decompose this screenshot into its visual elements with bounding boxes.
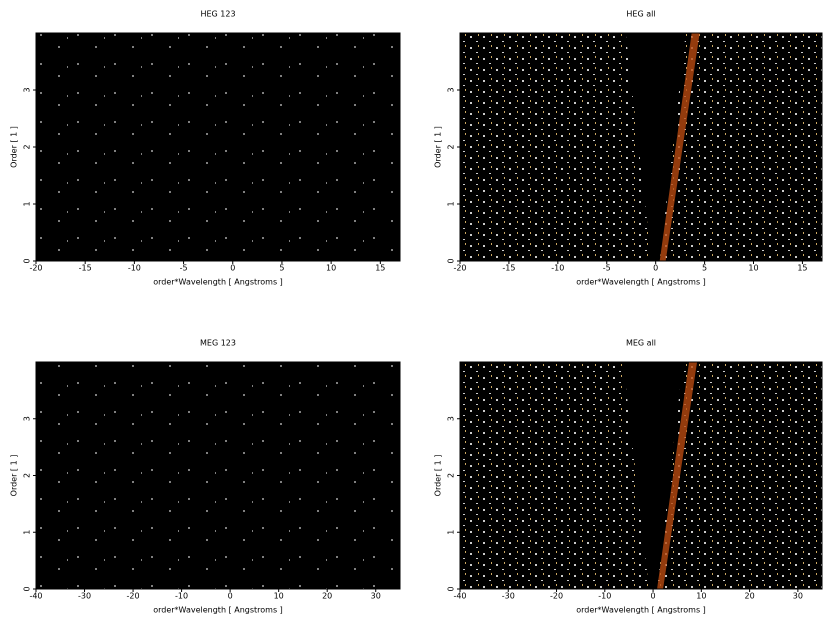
x-axis-label: order*Wavelength [ Angstroms ] xyxy=(576,606,706,615)
x-tick-label: -20 xyxy=(453,264,466,273)
x-axis-label: order*Wavelength [ Angstroms ] xyxy=(153,606,283,615)
x-tick-label: -30 xyxy=(502,592,515,601)
y-tick-label: 0 xyxy=(23,258,32,263)
image-texture xyxy=(36,33,400,261)
x-tick-label: -5 xyxy=(603,264,611,273)
chart-title: HEG 123 xyxy=(200,10,235,19)
y-tick-label: 0 xyxy=(23,586,32,591)
x-tick-label: 30 xyxy=(371,592,381,601)
x-tick-label: -20 xyxy=(550,592,563,601)
y-tick-label: 2 xyxy=(23,473,32,478)
x-tick-label: -5 xyxy=(180,264,188,273)
x-tick-label: 20 xyxy=(322,592,332,601)
y-tick-label: 1 xyxy=(23,530,32,535)
x-tick-label: -10 xyxy=(551,264,564,273)
x-tick-label: 5 xyxy=(702,264,707,273)
x-tick-label: -10 xyxy=(128,264,141,273)
y-tick-label: 3 xyxy=(447,416,456,421)
y-tick-label: 3 xyxy=(23,87,32,92)
x-tick-label: 30 xyxy=(793,592,803,601)
x-tick-label: -40 xyxy=(29,592,42,601)
x-tick-label: 5 xyxy=(279,264,284,273)
x-axis-label: order*Wavelength [ Angstroms ] xyxy=(153,278,283,287)
y-tick-label: 2 xyxy=(447,473,456,478)
y-axis-label: Order [ 1 ] xyxy=(434,455,443,497)
x-tick-label: -15 xyxy=(79,264,92,273)
chart-title: MEG all xyxy=(626,339,656,348)
x-tick-label: 0 xyxy=(228,592,233,601)
image-texture xyxy=(36,362,400,589)
empty-wedge xyxy=(625,33,686,261)
y-tick-label: 1 xyxy=(447,201,456,206)
y-axis-label: Order [ 1 ] xyxy=(10,126,19,168)
empty-wedge xyxy=(623,362,684,589)
x-tick-label: -30 xyxy=(78,592,91,601)
y-tick-label: 1 xyxy=(23,201,32,206)
y-tick-label: 0 xyxy=(447,258,456,263)
x-tick-label: -10 xyxy=(175,592,188,601)
y-tick-label: 2 xyxy=(447,144,456,149)
x-tick-label: 0 xyxy=(653,264,658,273)
x-tick-label: -15 xyxy=(502,264,515,273)
y-axis-label: Order [ 1 ] xyxy=(434,126,443,168)
y-tick-label: 1 xyxy=(447,530,456,535)
x-tick-label: 10 xyxy=(696,592,706,601)
y-tick-label: 2 xyxy=(23,144,32,149)
x-tick-label: -40 xyxy=(453,592,466,601)
chart-title: HEG all xyxy=(626,10,655,19)
x-axis-label: order*Wavelength [ Angstroms ] xyxy=(576,278,706,287)
x-tick-label: 10 xyxy=(274,592,284,601)
x-tick-label: 15 xyxy=(375,264,385,273)
y-tick-label: 3 xyxy=(23,416,32,421)
x-tick-label: 15 xyxy=(797,264,807,273)
x-tick-label: 10 xyxy=(748,264,758,273)
x-tick-label: -20 xyxy=(29,264,42,273)
chart-title: MEG 123 xyxy=(200,339,236,348)
bright-arm xyxy=(657,362,698,589)
x-tick-label: 20 xyxy=(745,592,755,601)
x-tick-label: 10 xyxy=(326,264,336,273)
y-tick-label: 3 xyxy=(447,87,456,92)
x-tick-label: -20 xyxy=(127,592,140,601)
x-tick-label: 0 xyxy=(230,264,235,273)
y-tick-label: 0 xyxy=(447,586,456,591)
y-axis-label: Order [ 1 ] xyxy=(10,455,19,497)
bright-arm xyxy=(659,33,700,261)
x-tick-label: 0 xyxy=(651,592,656,601)
x-tick-label: -10 xyxy=(598,592,611,601)
